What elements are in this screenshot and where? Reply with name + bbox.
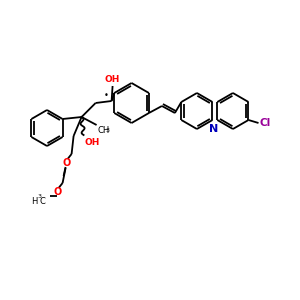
Text: •: • bbox=[104, 92, 109, 100]
Text: N: N bbox=[209, 124, 218, 134]
Text: O: O bbox=[62, 158, 71, 168]
Text: OH: OH bbox=[85, 138, 100, 147]
Text: Cl: Cl bbox=[260, 118, 271, 128]
Text: 3: 3 bbox=[38, 194, 42, 199]
Text: O: O bbox=[53, 187, 62, 197]
Text: OH: OH bbox=[105, 75, 120, 84]
Text: CH: CH bbox=[98, 126, 110, 135]
Text: C: C bbox=[40, 196, 46, 206]
Text: H: H bbox=[31, 196, 38, 206]
Text: 3: 3 bbox=[105, 128, 109, 133]
